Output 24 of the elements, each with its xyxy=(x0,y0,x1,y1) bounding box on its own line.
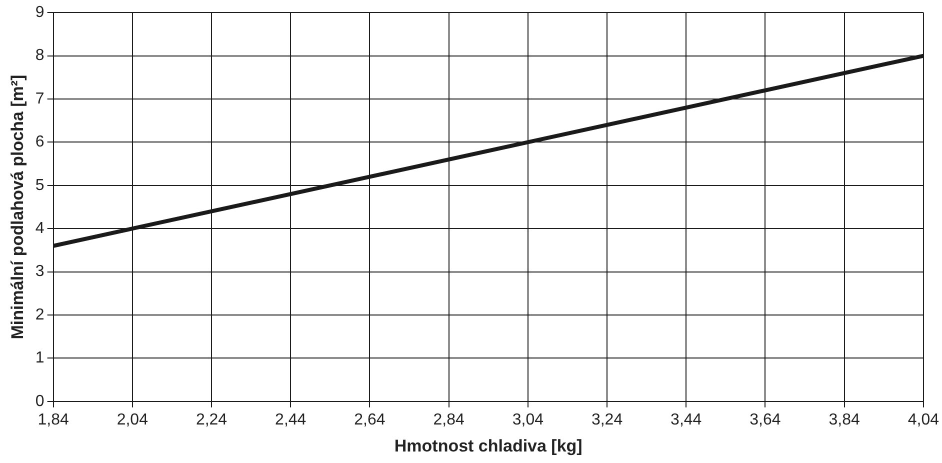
x-tick-label: 3,24 xyxy=(591,411,623,428)
y-tick-label: 0 xyxy=(35,392,44,410)
x-tick-label: 2,24 xyxy=(196,411,228,428)
x-tick-label: 1,84 xyxy=(38,411,69,428)
y-tick-label: 5 xyxy=(35,176,44,194)
y-tick-label: 6 xyxy=(35,134,44,151)
x-tick-label: 3,84 xyxy=(828,411,860,428)
x-tick-label: 4,04 xyxy=(908,411,940,428)
y-tick-label: 2 xyxy=(35,306,44,324)
y-tick-label: 8 xyxy=(35,47,44,64)
y-tick-label: 1 xyxy=(35,350,44,367)
x-tick-label: 2,44 xyxy=(275,411,306,428)
x-tick-label: 2,84 xyxy=(433,411,464,428)
x-tick-label: 2,04 xyxy=(116,411,148,428)
x-axis-title: Hmotnost chladiva [kg] xyxy=(394,436,582,456)
y-tick-label: 9 xyxy=(35,4,44,22)
y-tick-label: 3 xyxy=(35,263,44,280)
x-tick-label: 3,44 xyxy=(670,411,702,428)
x-tick-label: 2,64 xyxy=(354,411,386,428)
y-tick-label: 4 xyxy=(35,220,44,238)
x-tick-label: 3,04 xyxy=(512,411,544,428)
y-axis-title: Minimální podlahová plocha [m²] xyxy=(8,74,27,340)
y-tick-label: 7 xyxy=(35,90,44,108)
x-tick-label: 3,64 xyxy=(750,411,781,428)
